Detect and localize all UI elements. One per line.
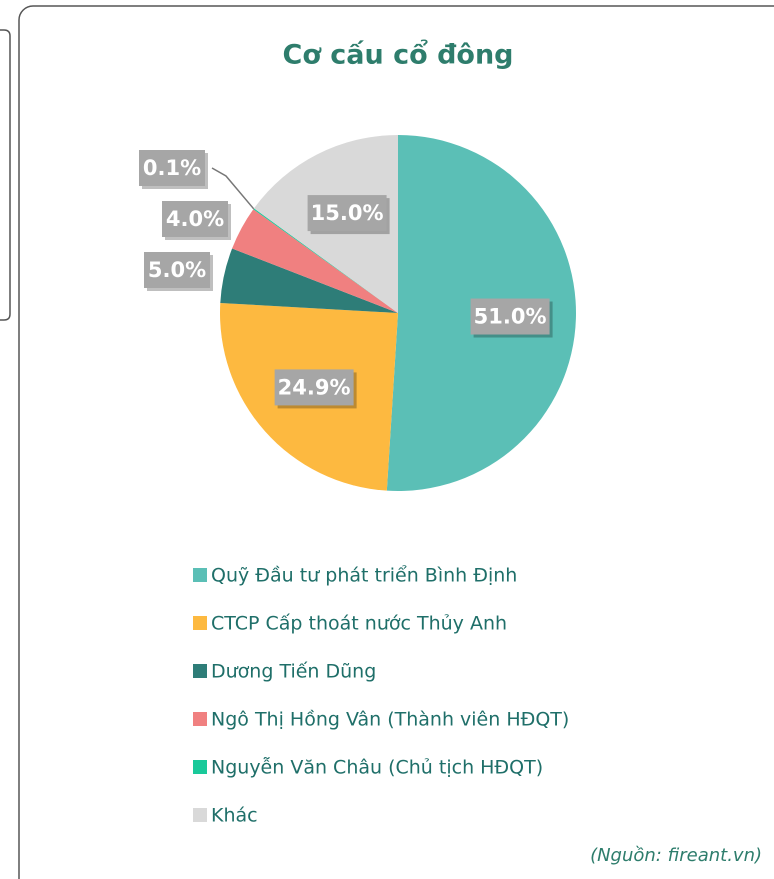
legend-label: Nguyễn Văn Châu (Chủ tịch HĐQT) <box>211 756 543 779</box>
legend-swatch <box>193 664 207 678</box>
data-label: 4.0% <box>166 207 224 231</box>
label-box <box>162 201 228 237</box>
legend-swatch <box>193 568 207 582</box>
chart-title: Cơ cấu cổ đông <box>283 38 514 71</box>
data-label: 0.1% <box>143 156 201 180</box>
data-label: 51.0% <box>474 305 547 329</box>
source-note: (Nguồn: fireant.vn) <box>590 845 762 866</box>
legend-label: Khác <box>211 805 258 827</box>
label-box <box>274 369 354 406</box>
data-label: 5.0% <box>148 258 206 282</box>
legend-label: Dương Tiến Dũng <box>211 661 376 683</box>
label-box <box>144 252 210 288</box>
pie-slice <box>232 209 398 313</box>
pie-slice <box>253 208 398 313</box>
legend-swatch <box>193 712 207 726</box>
legend-label: Ngô Thị Hồng Vân (Thành viên HĐQT) <box>211 709 569 731</box>
data-label: 15.0% <box>311 201 384 225</box>
legend-label: Quỹ Đầu tư phát triển Bình Định <box>211 565 517 587</box>
data-label: 24.9% <box>278 375 351 399</box>
legend-swatch <box>193 760 207 774</box>
label-box <box>307 195 387 232</box>
legend-swatch <box>193 808 207 822</box>
leader-line <box>211 167 255 210</box>
pie-slice <box>220 248 398 313</box>
neighbor-card-edge <box>0 29 11 321</box>
legend-swatch <box>193 616 207 630</box>
legend-label: CTCP Cấp thoát nước Thủy Anh <box>211 613 507 635</box>
label-box <box>139 150 205 186</box>
label-box <box>470 298 550 335</box>
